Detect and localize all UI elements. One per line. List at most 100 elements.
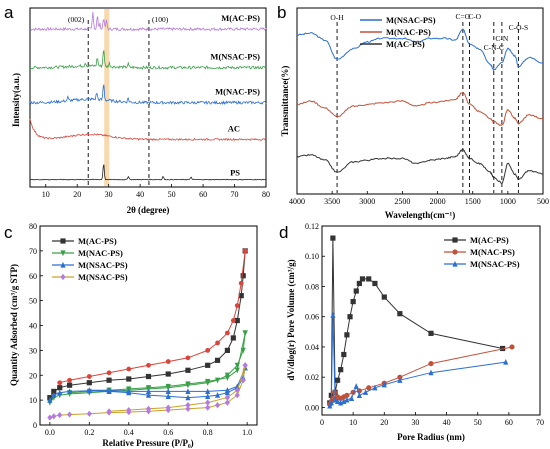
panel-d-label: d (279, 223, 288, 242)
panel-b-annotation: O-H (330, 13, 344, 22)
panel-c-point (66, 388, 73, 395)
panel-c-y-tick-label: 0 (33, 421, 37, 430)
panel-a-x-tick-label: 70 (231, 190, 239, 199)
panel-c-label: c (4, 223, 13, 242)
panel-c-legend-marker (60, 261, 66, 268)
panel-b-legend-label: M(NAC-PS) (386, 27, 431, 37)
panel-d-y-tick-label: 0.04 (305, 343, 319, 352)
panel-a-x-ticks: 10 20 30 40 50 60 70 80 (42, 184, 270, 199)
panel-d-point (503, 358, 509, 365)
panel-c-point (51, 392, 57, 398)
panel-c-point (185, 394, 191, 401)
panel-a-label: a (4, 3, 14, 22)
panel-b-x-tick-label: 3500 (324, 197, 340, 206)
panel-c-point (214, 392, 221, 398)
panel-c-point (145, 385, 152, 391)
panel-d-x-tick-label: 60 (505, 418, 513, 427)
panel-d-legend-label: M(NSAC-PS) (470, 259, 520, 269)
panel-c-point (67, 377, 72, 383)
panel-a-x-tick-label: 20 (73, 190, 81, 199)
panel-d-point (334, 398, 341, 404)
panel-d-legend-marker (452, 260, 458, 267)
panel-c-point (234, 387, 240, 394)
panel-c-desorption-line (59, 250, 246, 384)
panel-d-y-tick-label: 0.10 (305, 252, 319, 261)
panel-d-y-tick-label: 0.06 (305, 313, 319, 322)
panel-c-point (66, 382, 73, 388)
panel-c-point (205, 399, 211, 406)
panel-d-x-tick-label: 10 (349, 418, 357, 427)
panel-d-point (359, 276, 366, 282)
panel-c-adsorption-line (49, 367, 246, 401)
panel-c-point (214, 402, 221, 409)
panel-c-point (242, 248, 248, 254)
panel-c-point (66, 411, 73, 418)
panel-c-legend-label: M(NSAC-PS) (78, 272, 128, 282)
panel-c-point (242, 330, 248, 337)
panel-a-highlight-band (104, 9, 110, 186)
panel-c-point (185, 355, 191, 361)
panel-c-point (106, 370, 112, 376)
panel-b-x-tick-label: 3000 (359, 197, 375, 206)
panel-c-legend-label: M(NAC-PS) (78, 248, 123, 258)
panel-d-point (428, 330, 434, 336)
panel-d-legend: M(AC-PS) M(NAC-PS) M(NSAC-PS) (444, 235, 520, 269)
panel-c-point (205, 393, 211, 399)
panel-c-y-tick-label: 80 (29, 222, 37, 231)
panel-a-series-line (29, 164, 267, 181)
panel-d-legend-marker (452, 249, 458, 255)
panel-c-point (205, 362, 211, 368)
panel-a-series (29, 11, 267, 181)
panel-c: c 0.0 0.2 0.4 0.6 0.8 1.0 0 10 20 30 40 50 60 70 80 M(… (4, 222, 258, 448)
panel-c-point (165, 383, 171, 390)
panel-c-point (225, 330, 230, 336)
panel-c-point (145, 405, 152, 412)
panel-d-frame (321, 225, 541, 416)
panel-b: b 4000 3500 3000 2500 2000 1500 1000 500 O-H C=O… (277, 3, 549, 220)
panel-c-point (185, 402, 191, 409)
panel-c-point (230, 335, 236, 341)
panel-c-point (57, 389, 63, 396)
panel-c-point (165, 359, 171, 364)
panel-c-point (57, 380, 63, 386)
panel-c-x-tick-label: 0.0 (45, 428, 55, 437)
panel-a-series-labels: M(AC-PS) M(NSAC-PS) M(NAC-PS) AC PS (210, 13, 260, 177)
panel-d-point (397, 377, 403, 383)
panel-c-point (86, 374, 92, 379)
panel-c-ylabel: Quantity Adsorbed (cm³/g STP) (9, 264, 19, 386)
panel-b-x-tick-label: 1000 (500, 197, 516, 206)
panel-c-point (214, 357, 221, 363)
panel-c-point (185, 405, 191, 412)
panel-c-x-tick-label: 0.4 (124, 428, 134, 437)
panel-c-point (106, 387, 112, 393)
panel-c-point (185, 381, 191, 388)
panel-c-point (86, 387, 92, 393)
panel-a-series-label: AC (228, 123, 240, 133)
panel-c-point (106, 377, 112, 383)
panel-d-point (356, 392, 362, 398)
panel-a-series-line (29, 84, 267, 105)
panel-a-series-label: M(AC-PS) (221, 13, 260, 23)
panel-b-label: b (277, 3, 286, 22)
panel-b-reference-lines (336, 22, 519, 193)
panel-c-point (126, 376, 132, 382)
panel-d-point (344, 396, 350, 403)
panel-c-point (205, 388, 211, 395)
panel-a-x-tick-label: 40 (136, 190, 144, 199)
panel-d-y-tick-label: 0.02 (305, 373, 319, 382)
panel-d-point (366, 385, 372, 391)
panel-b-x-tick-label: 500 (537, 197, 549, 206)
panel-c-point (240, 273, 246, 279)
panel-a-series-label: M(NAC-PS) (215, 87, 260, 97)
panel-d-series-line (329, 346, 513, 405)
panel-d-point (372, 280, 378, 287)
panel-d-point (348, 395, 355, 401)
panel-c-point (238, 293, 244, 299)
panel-c-y-tick-label: 50 (29, 297, 37, 306)
panel-b-ylabel: Transmittance(%) (280, 66, 290, 137)
panel-c-point (224, 399, 231, 406)
panel-c-x-tick-label: 0.2 (84, 428, 94, 437)
panel-a-series-label: PS (230, 168, 240, 178)
panel-c-point (145, 388, 152, 395)
panel-c-point (51, 388, 57, 395)
